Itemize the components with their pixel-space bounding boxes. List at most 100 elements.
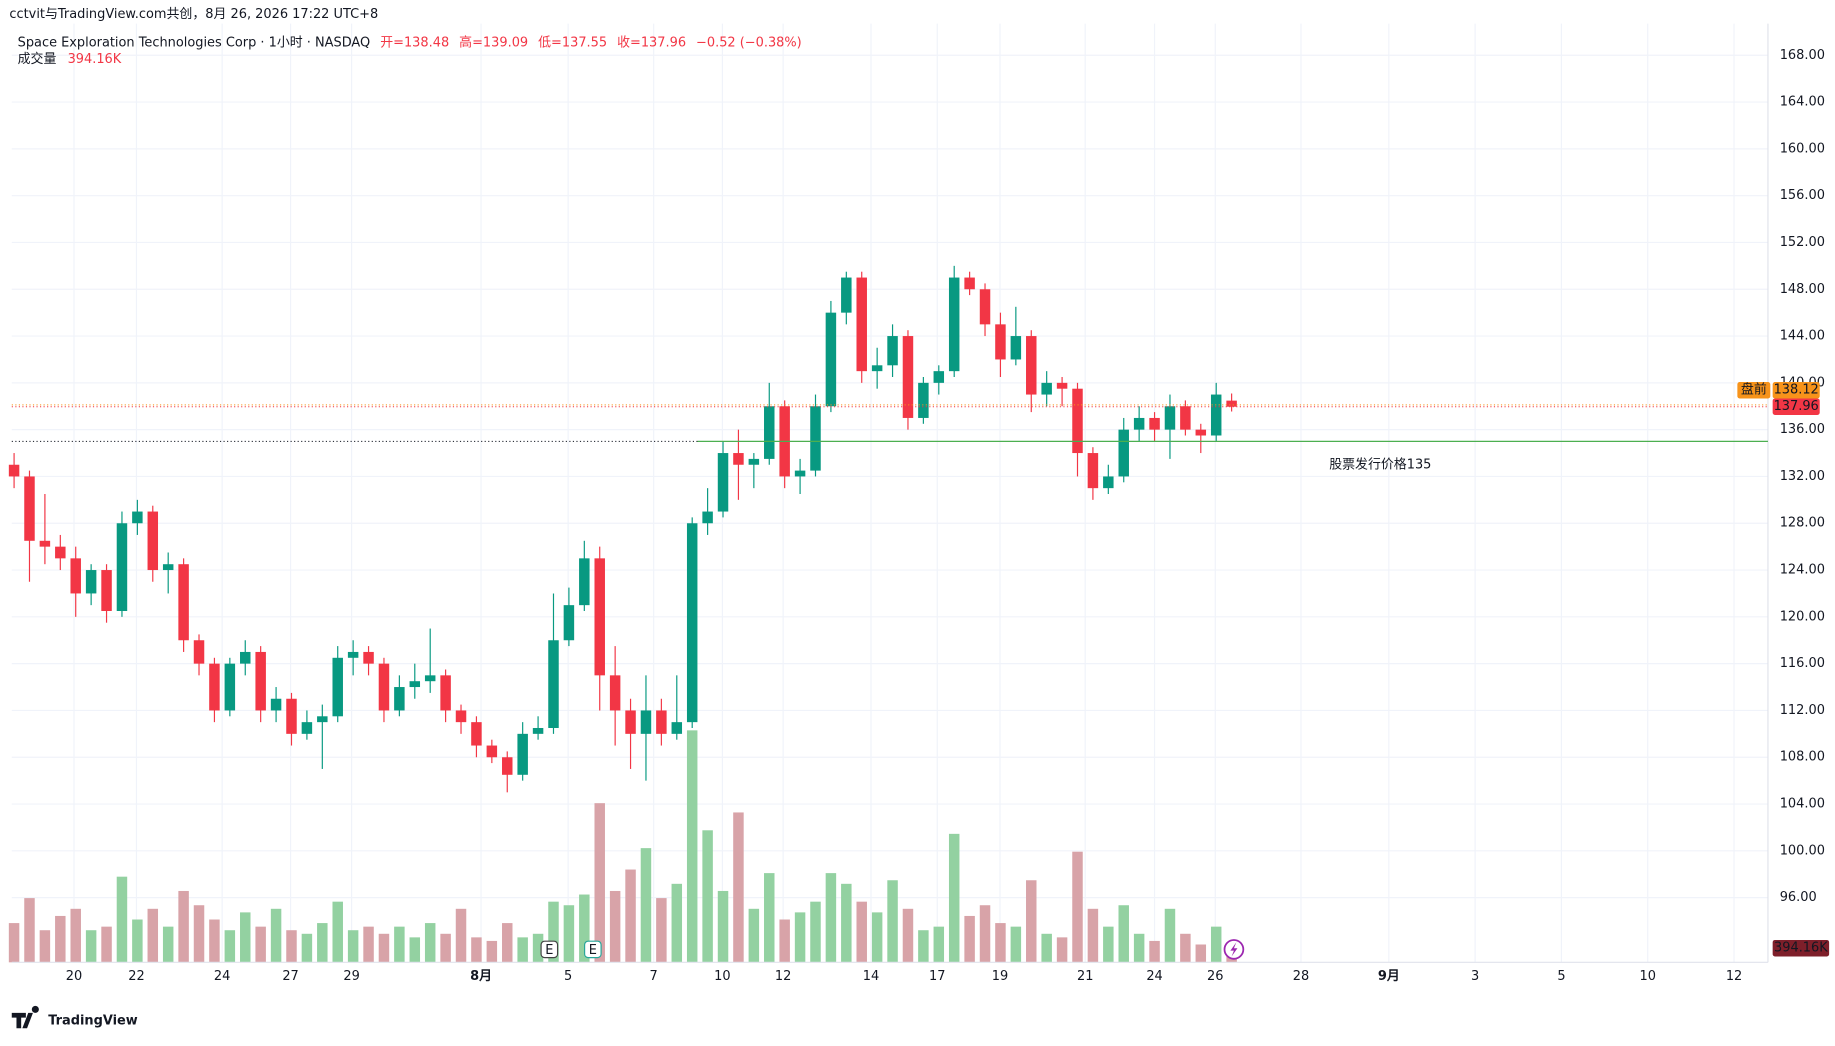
candle-body — [255, 651, 266, 711]
volume-bar — [671, 883, 683, 963]
volume-bar — [332, 901, 343, 963]
x-tick-label: 21 — [1077, 969, 1093, 984]
volume-bar — [841, 883, 852, 963]
volume-bar — [101, 926, 112, 963]
y-tick-label: 144.00 — [1780, 329, 1825, 344]
ohlc: 高=139.09 — [459, 34, 528, 50]
volume-bar — [1164, 908, 1176, 963]
earnings-marker[interactable]: E — [584, 940, 602, 959]
grid — [11, 23, 1768, 963]
volume-bar — [794, 912, 806, 963]
volume-bar — [779, 919, 790, 963]
volume-bar — [733, 812, 744, 963]
y-tick-label: 148.00 — [1780, 282, 1825, 297]
volume-bar — [995, 923, 1006, 963]
candle-body — [486, 745, 498, 758]
volume-bar — [702, 830, 713, 963]
marker-text: E — [589, 943, 597, 958]
candle-body — [717, 453, 729, 512]
x-tick-label: 3 — [1471, 969, 1479, 984]
x-tick-label: 19 — [992, 969, 1008, 984]
candle-body — [1056, 382, 1068, 389]
volume-bar — [132, 919, 143, 963]
candle-body — [209, 663, 220, 711]
candle-body — [594, 558, 605, 676]
volume-bar — [1149, 940, 1160, 963]
volume-bar — [856, 901, 867, 963]
candle-body — [409, 681, 421, 688]
volume-bar — [286, 930, 297, 963]
candle-body — [424, 675, 436, 682]
volume-bar — [656, 898, 667, 963]
premarket-tag-box — [1737, 382, 1771, 399]
candle-body — [548, 640, 559, 728]
volume-bar — [579, 894, 590, 963]
candle-body — [24, 476, 35, 541]
x-tick-label: 28 — [1293, 969, 1309, 984]
y-tick-label: 168.00 — [1780, 48, 1825, 63]
candle-body — [918, 382, 929, 418]
candle-body — [995, 324, 1006, 360]
candle-body — [579, 558, 590, 606]
candle-body — [656, 710, 667, 734]
volume-bar — [948, 833, 960, 963]
volume-label-box — [1772, 939, 1830, 957]
candle-body — [979, 289, 991, 325]
premarket-label-box — [1772, 382, 1820, 399]
candle-body — [563, 605, 575, 641]
candle-body — [1180, 406, 1191, 430]
volume-bar — [1210, 926, 1222, 963]
x-tick-label: 12 — [1726, 969, 1742, 984]
volume-bar — [301, 933, 313, 963]
volume-pane — [8, 730, 1237, 963]
candle-body — [394, 687, 405, 711]
candle-body — [363, 651, 374, 664]
candle-body — [686, 523, 698, 723]
volume-bar — [594, 803, 605, 963]
y-tick-label: 132.00 — [1780, 469, 1825, 484]
x-tick-label: 7 — [650, 969, 658, 984]
candle-body — [532, 727, 544, 734]
volume-bar — [394, 926, 405, 963]
y-tick-label: 96.00 — [1780, 890, 1817, 905]
volume-bar — [810, 901, 821, 963]
volume-label: 394.16K — [1774, 941, 1828, 956]
volume-bar — [378, 933, 390, 963]
candle-body — [178, 564, 189, 641]
x-tick-label: 9月 — [1378, 969, 1400, 984]
volume-bar — [8, 923, 20, 963]
last-price-box — [1772, 398, 1820, 415]
y-tick-label: 100.00 — [1780, 843, 1825, 858]
candle-body — [640, 710, 652, 734]
volume-bar — [424, 923, 436, 963]
candle-body — [856, 277, 867, 372]
volume-bar — [24, 898, 35, 963]
volume-legend-value: 394.16K — [68, 51, 122, 66]
volume-bar — [209, 919, 220, 963]
candle-body — [55, 546, 66, 559]
candle-body — [748, 458, 760, 465]
flash-icon[interactable] — [1223, 939, 1245, 960]
candle-body — [671, 722, 683, 734]
candle-body — [347, 651, 359, 658]
candle-body — [101, 570, 112, 611]
volume-legend: 成交量 394.16K — [18, 50, 122, 66]
marker-box — [584, 940, 602, 959]
volume-bar — [1026, 880, 1037, 963]
volume-bar — [55, 915, 66, 963]
volume-bar — [317, 923, 328, 963]
source-line: cctvit与TradingView.com共创，8月 26, 2026 17:… — [9, 7, 378, 22]
volume-bar — [979, 905, 991, 963]
y-tick-label: 120.00 — [1780, 609, 1825, 624]
y-tick-label: 112.00 — [1780, 703, 1825, 718]
x-tick-label: 5 — [564, 969, 572, 984]
candle-body — [841, 277, 852, 313]
candle-body — [794, 470, 806, 477]
price-pane — [8, 265, 1237, 793]
earnings-marker[interactable]: E — [540, 940, 559, 959]
volume-bar — [609, 890, 621, 963]
volume-bar — [502, 923, 513, 963]
y-tick-label: 136.00 — [1780, 422, 1825, 437]
candle-body — [902, 336, 914, 418]
